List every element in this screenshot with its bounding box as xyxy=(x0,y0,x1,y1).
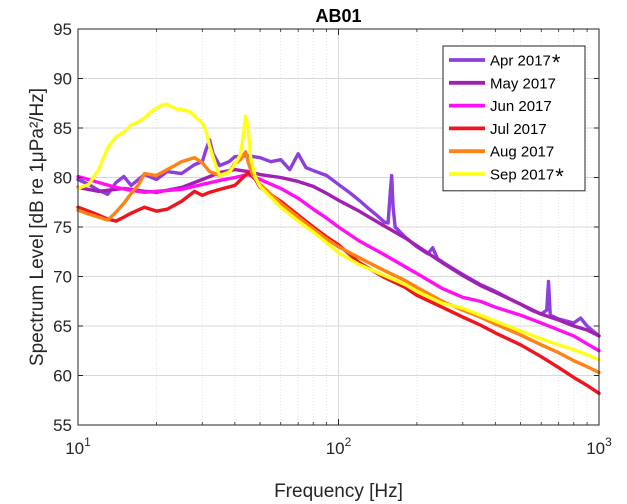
legend-label-1: Apr 2017 xyxy=(490,53,551,70)
y-axis-title: Spectrum Level [dB re 1μPa²/Hz] xyxy=(27,88,48,366)
series-line-6 xyxy=(76,102,601,362)
y-tick-label: 65 xyxy=(53,317,72,336)
y-tick-label: 80 xyxy=(53,169,72,188)
legend-marker-1: * xyxy=(552,50,561,75)
x-tick-label: 102 xyxy=(326,435,352,458)
y-tick-label: 60 xyxy=(53,367,72,386)
y-tick-label: 55 xyxy=(53,416,72,435)
axis-ticks xyxy=(77,28,600,426)
legend-label-5: Aug 2017 xyxy=(490,144,554,161)
y-tick-label: 90 xyxy=(53,70,72,89)
series-lines xyxy=(76,102,601,396)
y-tick-label: 75 xyxy=(53,218,72,237)
legend-marker-6: * xyxy=(555,164,564,189)
series-line-5 xyxy=(76,150,601,375)
chart-title: AB01 xyxy=(315,6,361,26)
legend-label-3: Jun 2017 xyxy=(490,98,552,115)
legend-label-6: Sep 2017 xyxy=(490,167,554,184)
y-tick-label: 85 xyxy=(53,119,72,138)
x-axis-title: Frequency [Hz] xyxy=(274,481,403,502)
y-tick-label: 70 xyxy=(53,268,72,287)
x-tick-label: 103 xyxy=(586,435,612,458)
legend-box xyxy=(442,45,586,192)
y-tick-label: 95 xyxy=(53,20,72,39)
series-line-3 xyxy=(76,172,601,353)
x-tick-label: 101 xyxy=(65,435,91,458)
legend-label-2: May 2017 xyxy=(490,75,556,92)
y-tick-labels: 55 60 65 70 75 80 85 90 95 xyxy=(53,20,72,435)
x-tick-labels: 101 102 103 xyxy=(65,435,612,458)
legend-label-4: Jul 2017 xyxy=(490,121,547,138)
